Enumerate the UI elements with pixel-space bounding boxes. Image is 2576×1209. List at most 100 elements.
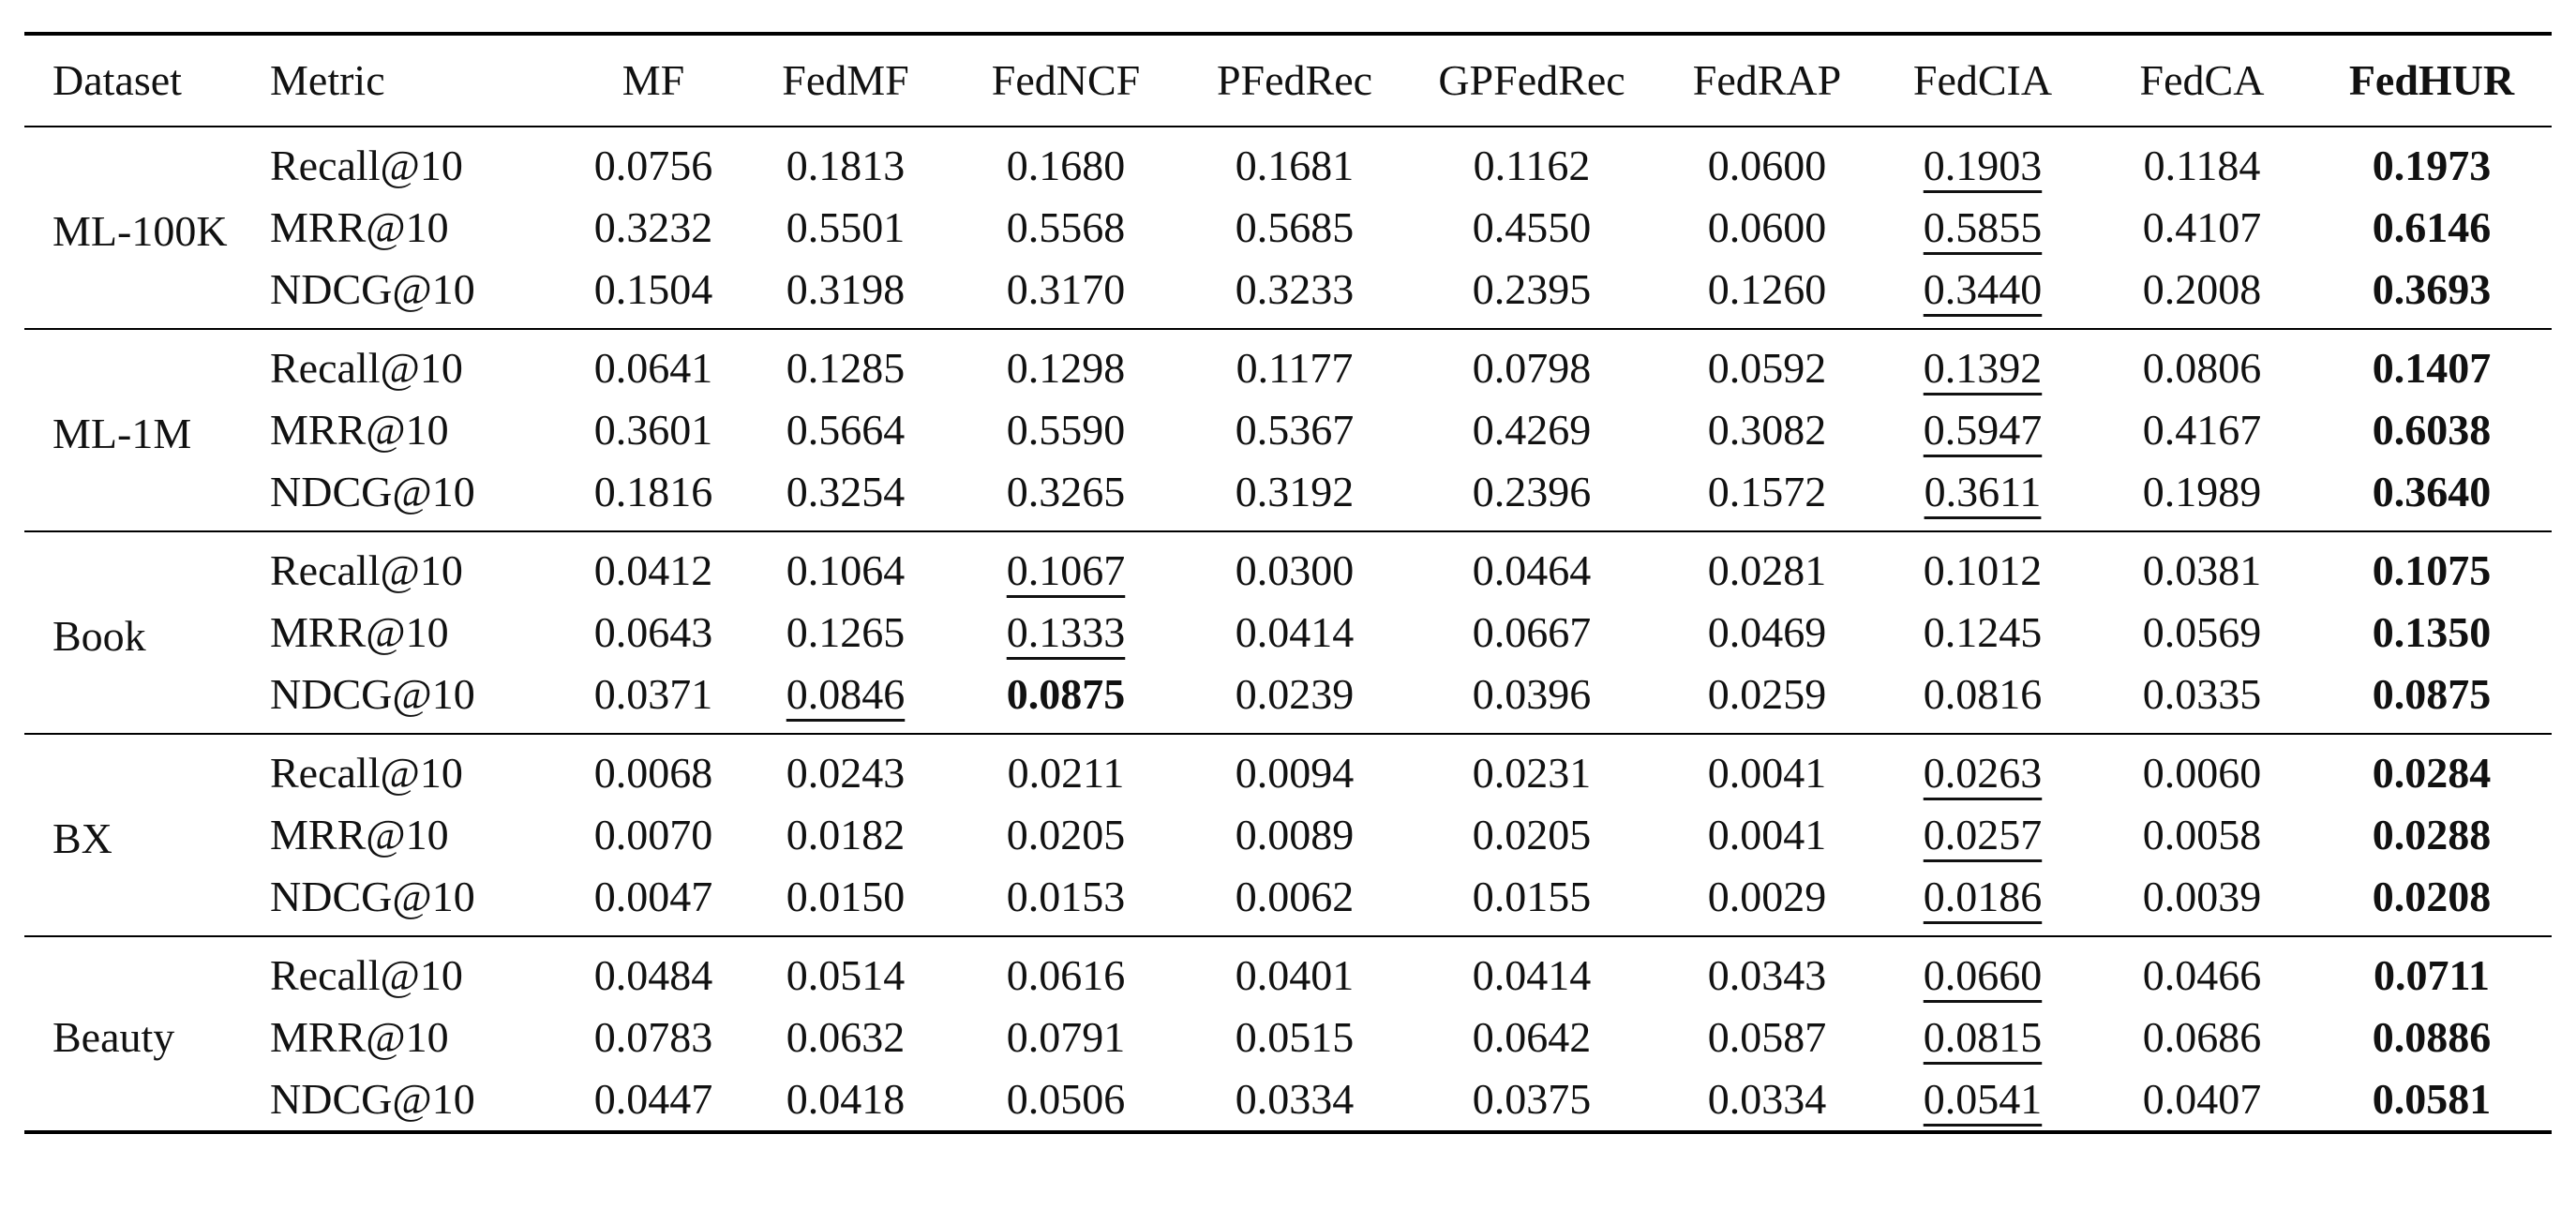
value-cell-fedcia: 0.0263	[1873, 734, 2092, 804]
value-text: 0.0211	[1007, 749, 1125, 797]
column-header-fedmf: FedMF	[782, 56, 909, 104]
value-text: 0.0515	[1235, 1013, 1355, 1061]
value-text: 0.3232	[593, 203, 713, 251]
value-text: 0.0791	[1006, 1013, 1126, 1061]
value-text: 0.0182	[786, 811, 906, 858]
dataset-cell: ML-100K	[52, 207, 228, 255]
value-cell-fedncf: 0.0791	[945, 1007, 1187, 1068]
value-cell-fedrap: 0.0041	[1661, 734, 1873, 804]
value-text: 0.1813	[786, 142, 906, 189]
column-header-fedcia: FedCIA	[1912, 56, 2053, 104]
value-text: 0.0447	[593, 1075, 713, 1123]
dataset-cell: Beauty	[52, 1013, 175, 1061]
value-text: 0.0581	[2372, 1075, 2492, 1123]
value-cell-fedcia: 0.1392	[1873, 329, 2092, 399]
value-cell-mf: 0.0484	[561, 936, 746, 1007]
value-text: 0.0616	[1006, 951, 1126, 999]
value-cell-fedncf: 0.0875	[945, 664, 1187, 734]
value-text: 0.0089	[1235, 811, 1355, 858]
table-row: BX Recall@10 0.0068 0.0243 0.0211 0.0094 0.023…	[24, 734, 2552, 862]
value-text: 0.3192	[1235, 468, 1355, 515]
value-text: 0.0514	[786, 951, 906, 999]
value-text: 0.0711	[2374, 951, 2490, 999]
value-cell-fedhur: 0.0284	[2312, 734, 2552, 804]
value-cell-mf: 0.0643	[561, 602, 746, 664]
column-header-fedrap: FedRAP	[1692, 56, 1842, 104]
value-text: 0.0846	[786, 670, 906, 718]
value-text: 0.0592	[1707, 344, 1827, 392]
value-cell-fedncf: 0.0506	[945, 1068, 1187, 1132]
value-cell-mf: 0.0047	[561, 866, 746, 936]
value-cell-fedncf: 0.5590	[945, 399, 1187, 461]
value-cell-fedcia: 0.0660	[1873, 936, 2092, 1007]
value-text: 0.1407	[2372, 344, 2492, 392]
value-cell-fedmf: 0.1813	[746, 127, 945, 197]
value-cell-fedhur: 0.0208	[2312, 866, 2552, 936]
value-text: 0.0039	[2142, 873, 2262, 920]
value-cell-mf: 0.0641	[561, 329, 746, 399]
value-text: 0.0569	[2142, 608, 2262, 656]
value-text: 0.0371	[593, 670, 713, 718]
value-text: 0.5947	[1923, 406, 2043, 454]
value-text: 0.1265	[786, 608, 906, 656]
value-cell-fedrap: 0.0041	[1661, 804, 1873, 866]
value-text: 0.0205	[1472, 811, 1592, 858]
metric-cell: Recall@10	[270, 344, 463, 392]
value-text: 0.1177	[1236, 344, 1354, 392]
value-cell-fedncf: 0.0153	[945, 866, 1187, 936]
table-header: Dataset Metric MF FedMF FedNCF PFedRec GPFedRe…	[24, 34, 2552, 127]
value-cell-fedmf: 0.3198	[746, 259, 945, 329]
value-text: 0.0466	[2142, 951, 2262, 999]
value-text: 0.0343	[1707, 951, 1827, 999]
table-row: Beauty Recall@10 0.0484 0.0514 0.0616 0.0401 0…	[24, 936, 2552, 1061]
table-row: MRR@10 0.0643 0.1265 0.1333 0.0414 0.0667 0.04…	[24, 602, 2552, 664]
metric-cell: MRR@10	[270, 1013, 449, 1061]
value-cell-fedhur: 0.3640	[2312, 461, 2552, 531]
value-cell-pfedrec: 0.0300	[1187, 531, 1402, 602]
value-text: 0.0541	[1923, 1075, 2043, 1123]
value-text: 0.1903	[1923, 142, 2043, 189]
value-text: 0.3611	[1924, 468, 2042, 515]
value-text: 0.5685	[1235, 203, 1355, 251]
value-text: 0.1572	[1707, 468, 1827, 515]
value-cell-fedhur: 0.3693	[2312, 259, 2552, 329]
value-text: 0.2395	[1472, 265, 1592, 313]
value-text: 0.0058	[2142, 811, 2262, 858]
value-cell-fedrap: 0.0592	[1661, 329, 1873, 399]
value-cell-fedca: 0.1184	[2092, 127, 2312, 197]
value-text: 0.1816	[593, 468, 713, 515]
metric-cell: NDCG@10	[270, 873, 475, 920]
value-cell-fedncf: 0.1067	[945, 531, 1187, 602]
value-text: 0.0600	[1707, 142, 1827, 189]
value-cell-fedmf: 0.0632	[746, 1007, 945, 1068]
value-cell-mf: 0.0412	[561, 531, 746, 602]
value-cell-fedca: 0.0039	[2092, 866, 2312, 936]
metric-cell: MRR@10	[270, 406, 449, 454]
value-text: 0.0641	[593, 344, 713, 392]
value-text: 0.0469	[1707, 608, 1827, 656]
value-text: 0.0815	[1923, 1013, 2043, 1061]
value-cell-fedcia: 0.1012	[1873, 531, 2092, 602]
table-body: ML-100K Recall@10 0.0756 0.1813 0.1680 0.1681…	[24, 127, 2552, 1132]
value-text: 0.0816	[1923, 670, 2043, 718]
value-cell-fedmf: 0.1064	[746, 531, 945, 602]
value-text: 0.1681	[1235, 142, 1355, 189]
value-cell-fedcia: 0.3440	[1873, 259, 2092, 329]
value-text: 0.1333	[1006, 608, 1126, 656]
value-text: 0.5855	[1923, 203, 2043, 251]
value-cell-fedncf: 0.5568	[945, 197, 1187, 259]
metric-cell: MRR@10	[270, 203, 449, 251]
metric-cell: NDCG@10	[270, 1075, 475, 1123]
table-row: NDCG@10 0.0447 0.0418 0.0506 0.0334 0.0375 0.0…	[24, 1068, 2552, 1132]
value-cell-gpfedrec: 0.0396	[1402, 664, 1661, 734]
value-text: 0.0334	[1707, 1075, 1827, 1123]
value-cell-fedcia: 0.0541	[1873, 1068, 2092, 1132]
value-text: 0.0288	[2372, 811, 2492, 858]
value-cell-gpfedrec: 0.0414	[1402, 936, 1661, 1007]
value-cell-pfedrec: 0.5367	[1187, 399, 1402, 461]
value-text: 0.4107	[2142, 203, 2262, 251]
value-text: 0.3233	[1235, 265, 1355, 313]
value-text: 0.0806	[2142, 344, 2262, 392]
value-text: 0.0335	[2142, 670, 2262, 718]
value-cell-mf: 0.0070	[561, 804, 746, 866]
